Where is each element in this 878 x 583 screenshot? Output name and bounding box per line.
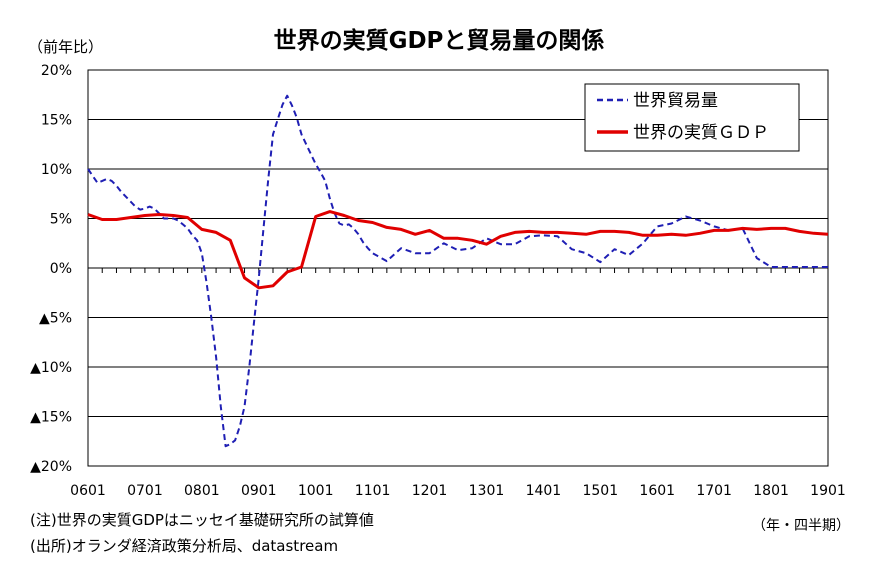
y-tick-label: ▲5% [39, 311, 72, 327]
x-tick-label: 1001 [298, 483, 334, 499]
x-axis-unit: （年・四半期） [752, 518, 850, 534]
zero-axis-ticks [87, 268, 829, 273]
series-line-real-gdp [87, 210, 829, 290]
x-tick-label: 1401 [526, 483, 562, 499]
y-tick-label: 15% [41, 113, 72, 129]
x-tick-label: 1701 [696, 483, 732, 499]
x-tick-label: 1201 [412, 483, 448, 499]
x-tick-label: 0801 [184, 483, 220, 499]
x-tick-label: 1601 [639, 483, 675, 499]
y-tick-label: 5% [50, 212, 72, 228]
x-tick-label: 1501 [582, 483, 618, 499]
y-axis-unit: （前年比） [28, 38, 103, 56]
y-tick-label: ▲20% [30, 459, 72, 475]
legend-box [584, 83, 800, 152]
footnote-source: (出所)オランダ経済政策分析局、datastream [30, 537, 338, 555]
y-tick-labels: 20% 15% 10% 5% 0% ▲5% ▲10% ▲15% ▲20% [30, 63, 72, 475]
series-line-trade-volume [87, 94, 828, 448]
x-tick-label: 0601 [70, 483, 106, 499]
x-tick-label: 0701 [127, 483, 163, 499]
legend-label: 世界の実質ＧＤＰ [633, 123, 769, 143]
y-tick-label: 20% [41, 63, 72, 79]
x-tick-label: 1101 [355, 483, 391, 499]
series-group [87, 94, 829, 448]
footnote-note: (注)世界の実質GDPはニッセイ基礎研究所の試算値 [30, 511, 374, 529]
x-tick-label: 0901 [241, 483, 277, 499]
y-tick-label: ▲10% [30, 360, 72, 376]
y-tick-label: 0% [50, 261, 72, 277]
grid [87, 69, 829, 467]
y-tick-label: 10% [41, 162, 72, 178]
y-tick-label: ▲15% [30, 410, 72, 426]
x-tick-label: 1901 [810, 483, 846, 499]
chart-title: 世界の実質GDPと貿易量の関係 [274, 27, 605, 54]
x-tick-label: 1801 [753, 483, 789, 499]
x-tick-label: 1301 [469, 483, 505, 499]
x-tick-labels: 0601 0701 0801 0901 1001 1101 1201 1301 1401 1501… [70, 483, 846, 499]
legend-label: 世界貿易量 [633, 91, 718, 111]
